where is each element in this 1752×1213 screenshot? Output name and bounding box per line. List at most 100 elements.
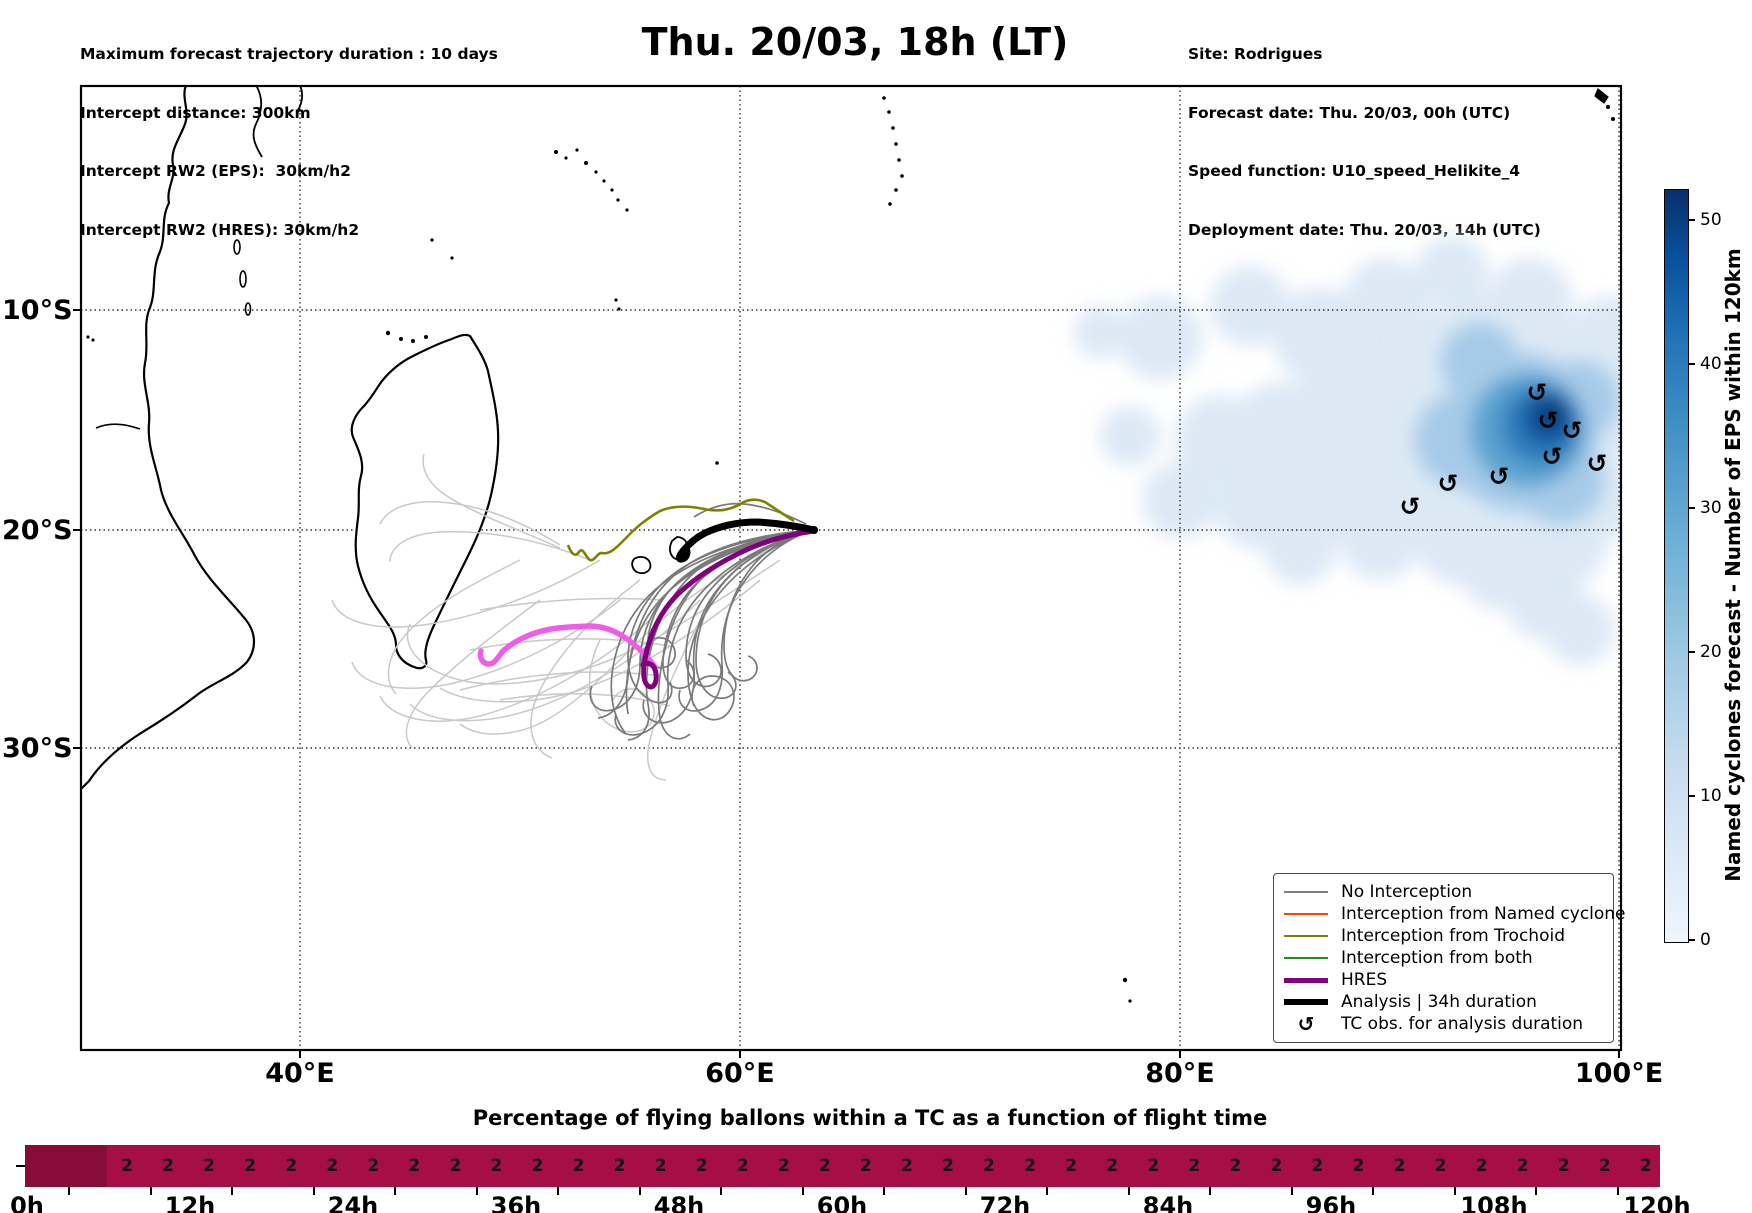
lat-label: 20°S [2, 515, 73, 546]
strip-value: 2 [572, 1156, 585, 1176]
lat-label: 30°S [2, 733, 73, 764]
tc-obs-icon: ↺ [1587, 449, 1608, 478]
lon-label: 100°E [1574, 1058, 1664, 1089]
tc-obs-icon: ↺ [1542, 442, 1563, 471]
strip-axis-tick [964, 1187, 967, 1195]
legend-row: No Interception [1284, 881, 1603, 903]
strip-value: 2 [1393, 1156, 1406, 1176]
cyclone-probability-heatmap [1074, 236, 1621, 665]
strip-axis-tick [394, 1187, 396, 1195]
strip-title: Percentage of flying ballons within a TC… [472, 1106, 1268, 1130]
strip-value: 2 [818, 1156, 831, 1176]
strip-time-label: 12h [164, 1192, 216, 1213]
colorbar-tick [1688, 795, 1695, 797]
colorbar-tick [1688, 651, 1695, 653]
info-line: Site: Rodrigues [1188, 45, 1323, 63]
strip-value: 2 [942, 1156, 954, 1176]
strip-value: 2 [1434, 1156, 1447, 1176]
info-line: Speed function: U10_speed_Helikite_4 [1188, 162, 1521, 180]
strip-axis-tick [1453, 1187, 1456, 1195]
strip-axis-tick [1046, 1187, 1048, 1195]
strip-time-label: 48h [653, 1192, 705, 1213]
strip-value: 2 [203, 1156, 216, 1176]
strip-value: 2 [983, 1156, 995, 1176]
colorbar-tick-label: 10 [1700, 786, 1722, 806]
legend-line-sample [1284, 890, 1328, 894]
strip-time-label: 36h [490, 1192, 542, 1213]
strip-value: 2 [901, 1156, 913, 1176]
legend-line-sample [1284, 934, 1328, 938]
strip-axis-tick [1209, 1187, 1211, 1195]
graticule [81, 86, 1621, 1050]
legend-row: Interception from Trochoid [1284, 925, 1603, 947]
strip-value: 2 [1598, 1156, 1611, 1176]
strip-axis-tick [68, 1187, 70, 1195]
strip-time-label: 108h [1460, 1192, 1528, 1213]
strip-value: 2 [1639, 1156, 1652, 1176]
colorbar-title: Named cyclones forecast - Number of EPS … [1721, 248, 1745, 882]
figure-title: Thu. 20/03, 18h (LT) [641, 20, 1069, 64]
tc-obs-symbols: ↺↺ ↺↺ ↺↺↺↺ [1400, 378, 1608, 521]
analysis-track [676, 518, 818, 563]
map-frame [79, 84, 1623, 1052]
colorbar-tick [1688, 363, 1695, 365]
legend-row: Interception from both [1284, 947, 1603, 969]
strip-axis-tick [1290, 1187, 1293, 1195]
strip-time-label: 24h [327, 1192, 379, 1213]
sumatra-fragment [1718, 97, 1739, 146]
strip-axis-tick [149, 1187, 152, 1195]
strip-value: 2 [1147, 1156, 1160, 1176]
strip-value: 2 [1106, 1156, 1119, 1176]
colorbar [1664, 189, 1689, 943]
legend-row: Analysis | 34h duration [1284, 991, 1603, 1013]
strip-value: 2 [654, 1156, 667, 1176]
strip-yaxis-tick [16, 1165, 25, 1167]
strip-value: 2 [1352, 1156, 1365, 1176]
tc-obs-icon: ↺ [1527, 378, 1548, 407]
map-axis-ticks [73, 309, 1620, 1058]
tc-obs-icon: ↺ [1538, 406, 1559, 435]
tc-obs-icon: ↺ [1400, 492, 1421, 521]
flight-time-bar: 2 2 2 2 2 2 2 2 2 2 2 2 2 2 2 2 2 2 2 2 2 2 2 2 2 2 2 2 2 2 2 2 2 2 2 2 2 2 [25, 1145, 1660, 1187]
colorbar-tick [1688, 507, 1695, 509]
reunion [631, 556, 652, 575]
legend-line-sample [1284, 912, 1328, 916]
strip-value: 2 [121, 1156, 133, 1176]
tc-obs-icon: ↺ [1489, 462, 1510, 491]
small-islands [86, 96, 1615, 1003]
strip-axis-tick [231, 1187, 233, 1195]
map-legend: No Interception Interception from Named c… [1273, 873, 1626, 1043]
strip-time-label: 84h [1142, 1192, 1194, 1213]
strip-time-label: 72h [979, 1192, 1031, 1213]
strip-value: 2 [1188, 1156, 1201, 1176]
colorbar-tick [1688, 939, 1695, 941]
param-line: Maximum forecast trajectory duration : 1… [80, 45, 498, 63]
strip-time-label: 120h [1623, 1192, 1691, 1213]
strip-axis-tick [638, 1187, 641, 1195]
strip-value: 2 [367, 1156, 380, 1176]
legend-label: Analysis | 34h duration [1341, 992, 1537, 1012]
strip-value: 2 [1311, 1156, 1324, 1176]
strip-axis-tick [557, 1187, 559, 1195]
colorbar-tick [1688, 219, 1695, 221]
legend-label: Interception from both [1341, 948, 1533, 968]
strip-value: 2 [1516, 1156, 1529, 1176]
strip-axis-tick [1616, 1187, 1619, 1195]
site-info-block: Site: Rodrigues Forecast date: Thu. 20/0… [1188, 6, 1541, 260]
info-line: Forecast date: Thu. 20/03, 00h (UTC) [1188, 103, 1511, 122]
lon-label: 40°E [265, 1058, 335, 1089]
colorbar-tick-label: 50 [1700, 210, 1722, 230]
strip-value: 2 [613, 1156, 626, 1176]
colorbar-tick-label: 30 [1700, 498, 1722, 518]
trochoid-track [566, 498, 795, 562]
legend-row: Interception from Named cyclone [1284, 903, 1626, 925]
deployment-point [810, 526, 818, 534]
colorbar-tick-label: 40 [1700, 354, 1722, 374]
strip-value: 2 [1475, 1156, 1488, 1176]
strip-value: 2 [244, 1156, 257, 1176]
strip-value: 2 [1024, 1156, 1037, 1176]
tc-obs-icon: ↺ [1297, 1012, 1315, 1036]
legend-label: Interception from Trochoid [1341, 926, 1565, 946]
legend-label: No Interception [1341, 882, 1473, 902]
tc-obs-icon: ↺ [1438, 469, 1459, 498]
